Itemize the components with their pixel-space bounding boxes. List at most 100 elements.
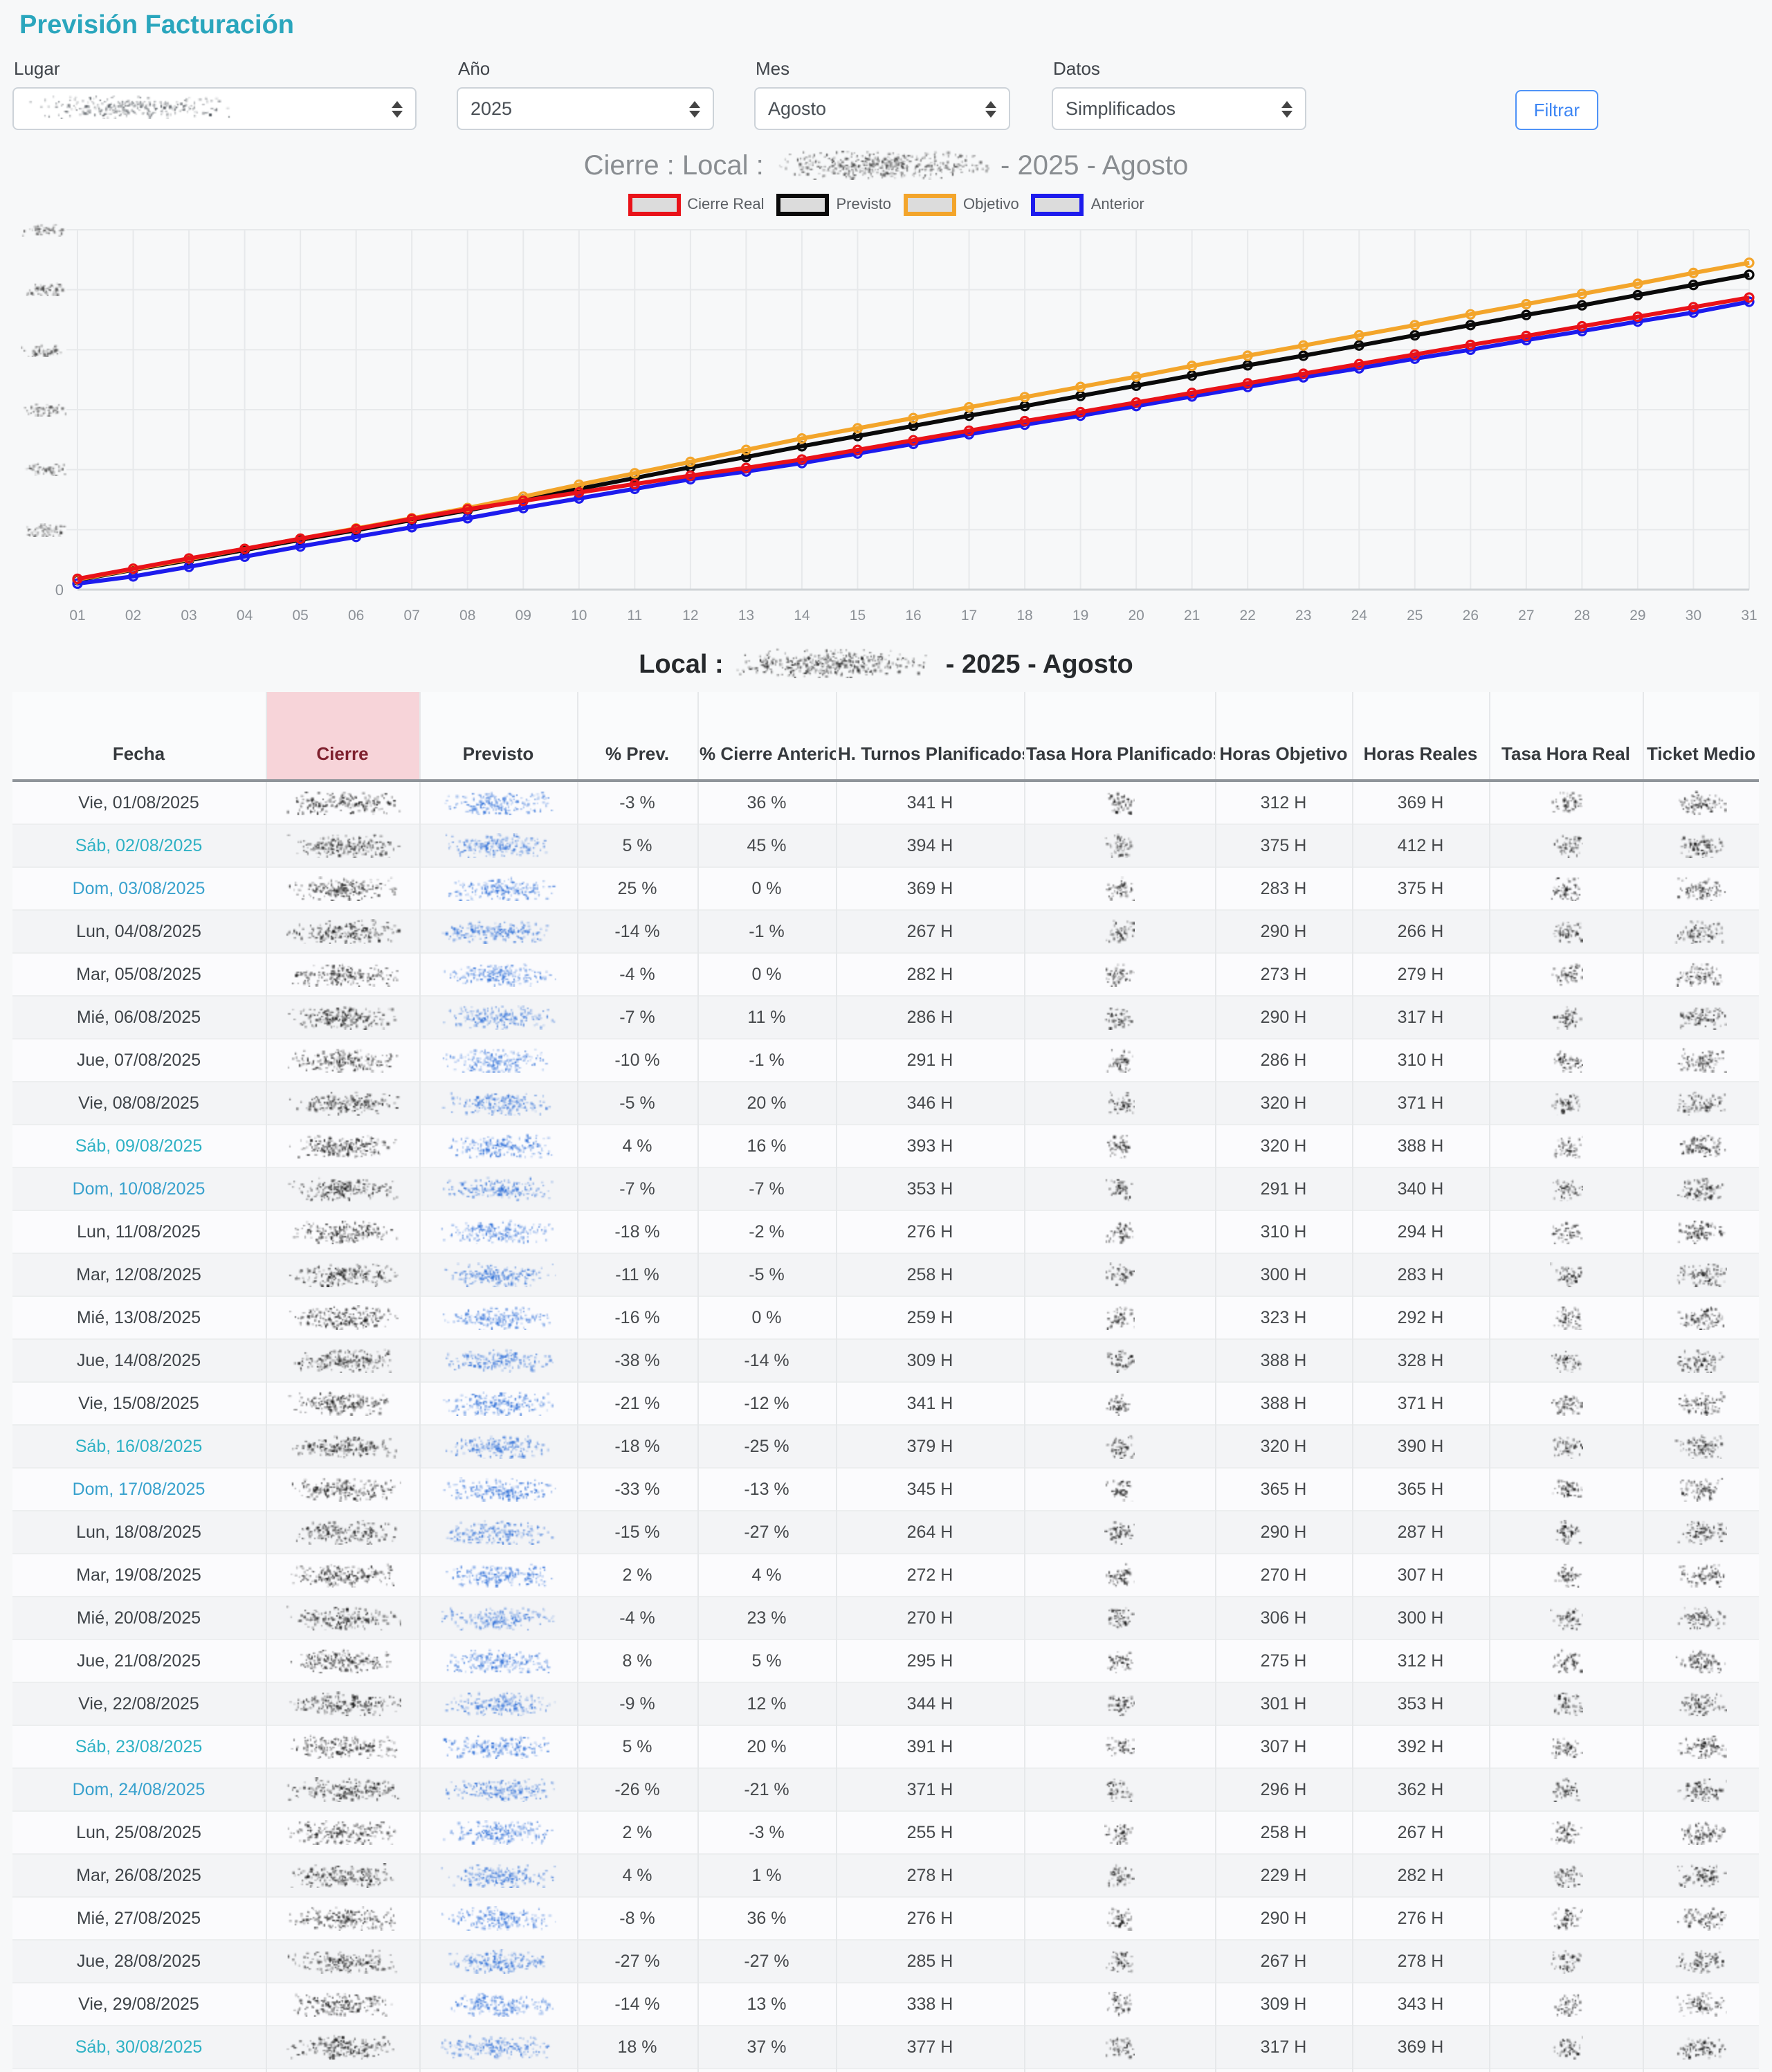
cell-horas_reales: 312 H — [1352, 1639, 1490, 1682]
redacted-scribble — [1674, 962, 1728, 987]
data-point — [1353, 340, 1364, 351]
cell-horas_objetivo: 258 H — [1215, 1811, 1353, 1854]
redacted-scribble — [284, 1134, 401, 1158]
cell-pct_prev: -26 % — [577, 1768, 698, 1811]
redacted-scribble — [1549, 1992, 1582, 2017]
cell-previsto — [419, 1425, 578, 1468]
data-point — [1576, 320, 1587, 332]
redacted-scribble — [440, 1863, 556, 1888]
data-point — [1075, 406, 1086, 418]
redacted-scribble — [1549, 1863, 1582, 1888]
cell-h_turnos: 276 H — [836, 1897, 1025, 1940]
cell-cierre — [266, 996, 420, 1039]
cell-tasa_hora_real — [1489, 1382, 1643, 1425]
legend-item-anterior[interactable]: Anterior — [1031, 194, 1144, 216]
cell-fecha: Dom, 10/08/2025 — [12, 1167, 266, 1210]
cell-pct_cierre_anterior: 37 % — [697, 2026, 837, 2069]
redacted-scribble — [1549, 1648, 1582, 1673]
table-title-suffix: - 2025 - Agosto — [945, 651, 1133, 680]
cell-horas_reales: 283 H — [1352, 1253, 1490, 1296]
cell-fecha: Mié, 06/08/2025 — [12, 996, 266, 1039]
table-body: Vie, 01/08/2025 -3 % 36 % 341 H 312 H 369 H Sá… — [12, 781, 1759, 2072]
cell-fecha: Mié, 27/08/2025 — [12, 1897, 266, 1940]
cell-pct_prev: 2 % — [577, 1811, 698, 1854]
cell-tasa_hora_real — [1489, 1082, 1643, 1125]
redacted-scribble — [1104, 1520, 1135, 1545]
cell-previsto — [419, 1811, 578, 1854]
data-point — [796, 454, 807, 465]
legend-item-previsto[interactable]: Previsto — [776, 194, 891, 216]
redacted-scribble — [1674, 1348, 1728, 1373]
redacted-scribble — [1104, 1477, 1135, 1502]
cell-ticket_medio — [1643, 1768, 1759, 1811]
data-point — [1131, 371, 1142, 382]
cell-horas_objetivo: 290 H — [1215, 910, 1353, 953]
column-header-horas_objetivo: Horas Objetivo — [1215, 692, 1353, 781]
data-point — [685, 456, 696, 467]
x-tick-label: 13 — [738, 608, 754, 624]
cell-horas_reales: 362 H — [1352, 1768, 1490, 1811]
data-point — [1409, 320, 1421, 331]
select-arrows-icon — [984, 100, 996, 117]
cell-tasa_hora_plan — [1024, 1253, 1216, 1296]
redacted-scribble — [440, 876, 556, 901]
datos-select[interactable]: Simplificados — [1052, 87, 1306, 130]
cell-tasa_hora_real — [1489, 1511, 1643, 1554]
cell-tasa_hora_real — [1489, 1210, 1643, 1253]
data-point — [1632, 278, 1643, 289]
lugar-select[interactable] — [12, 87, 417, 130]
cell-ticket_medio — [1643, 824, 1759, 867]
cell-fecha: Mié, 13/08/2025 — [12, 1296, 266, 1339]
redacted-scribble — [1549, 1305, 1582, 1330]
redacted-scribble — [440, 919, 556, 944]
cell-tasa_hora_plan — [1024, 781, 1216, 824]
cell-horas_reales: 287 H — [1352, 1511, 1490, 1554]
redacted-scribble — [440, 1648, 556, 1673]
cell-ticket_medio — [1643, 1082, 1759, 1125]
cell-h_turnos: 286 H — [836, 996, 1025, 1039]
legend-item-objetivo[interactable]: Objetivo — [904, 194, 1019, 216]
data-point — [1242, 350, 1253, 361]
cell-tasa_hora_real — [1489, 1554, 1643, 1597]
filter-lugar: Lugar — [12, 58, 417, 130]
cell-horas_objetivo: 291 H — [1215, 1167, 1353, 1210]
cell-tasa_hora_plan — [1024, 1511, 1216, 1554]
filtrar-button[interactable]: Filtrar — [1515, 90, 1598, 130]
cell-pct_prev: 5 % — [577, 1725, 698, 1768]
cell-previsto — [419, 1339, 578, 1382]
series-line-cierre-real — [77, 295, 1750, 581]
cell-horas_reales: 300 H — [1352, 1597, 1490, 1639]
column-header-previsto: Previsto — [419, 692, 578, 781]
data-point — [1409, 329, 1421, 341]
redacted-scribble — [1104, 1305, 1135, 1330]
cell-tasa_hora_real — [1489, 1983, 1643, 2026]
cell-horas_objetivo: 388 H — [1215, 1382, 1353, 1425]
table-row: Jue, 21/08/2025 8 % 5 % 295 H 275 H 312 H — [12, 1639, 1759, 1682]
redacted-scribble — [284, 1563, 401, 1588]
ano-select[interactable]: 2025 — [457, 87, 714, 130]
cell-previsto — [419, 1682, 578, 1725]
table-row: Mar, 05/08/2025 -4 % 0 % 282 H 273 H 279 H — [12, 953, 1759, 996]
redacted-scribble — [21, 403, 68, 417]
cell-previsto — [419, 2026, 578, 2069]
redacted-scribble — [284, 1005, 401, 1030]
redacted-scribble — [1674, 833, 1728, 858]
redacted-scribble — [1104, 1863, 1135, 1888]
redacted-scribble — [284, 1391, 401, 1416]
cell-cierre — [266, 1253, 420, 1296]
redacted-scribble — [21, 343, 68, 357]
data-point — [1465, 339, 1476, 350]
redacted-scribble — [1549, 1134, 1582, 1158]
data-point — [1298, 340, 1309, 351]
redacted-scribble — [1674, 1176, 1728, 1201]
cell-cierre — [266, 1425, 420, 1468]
cell-tasa_hora_plan — [1024, 1039, 1216, 1082]
cell-horas_objetivo: 312 H — [1215, 781, 1353, 824]
cell-h_turnos: 393 H — [836, 1125, 1025, 1167]
table-title: Local : - 2025 - Agosto — [0, 648, 1772, 681]
mes-select[interactable]: Agosto — [754, 87, 1010, 130]
redacted-scribble — [1549, 1949, 1582, 1974]
redacted-scribble — [1674, 1305, 1728, 1330]
legend-item-cierre-real[interactable]: Cierre Real — [628, 194, 765, 216]
header-row: Fecha Cierre Previsto% Prev.% Cierre Anter… — [12, 692, 1759, 781]
